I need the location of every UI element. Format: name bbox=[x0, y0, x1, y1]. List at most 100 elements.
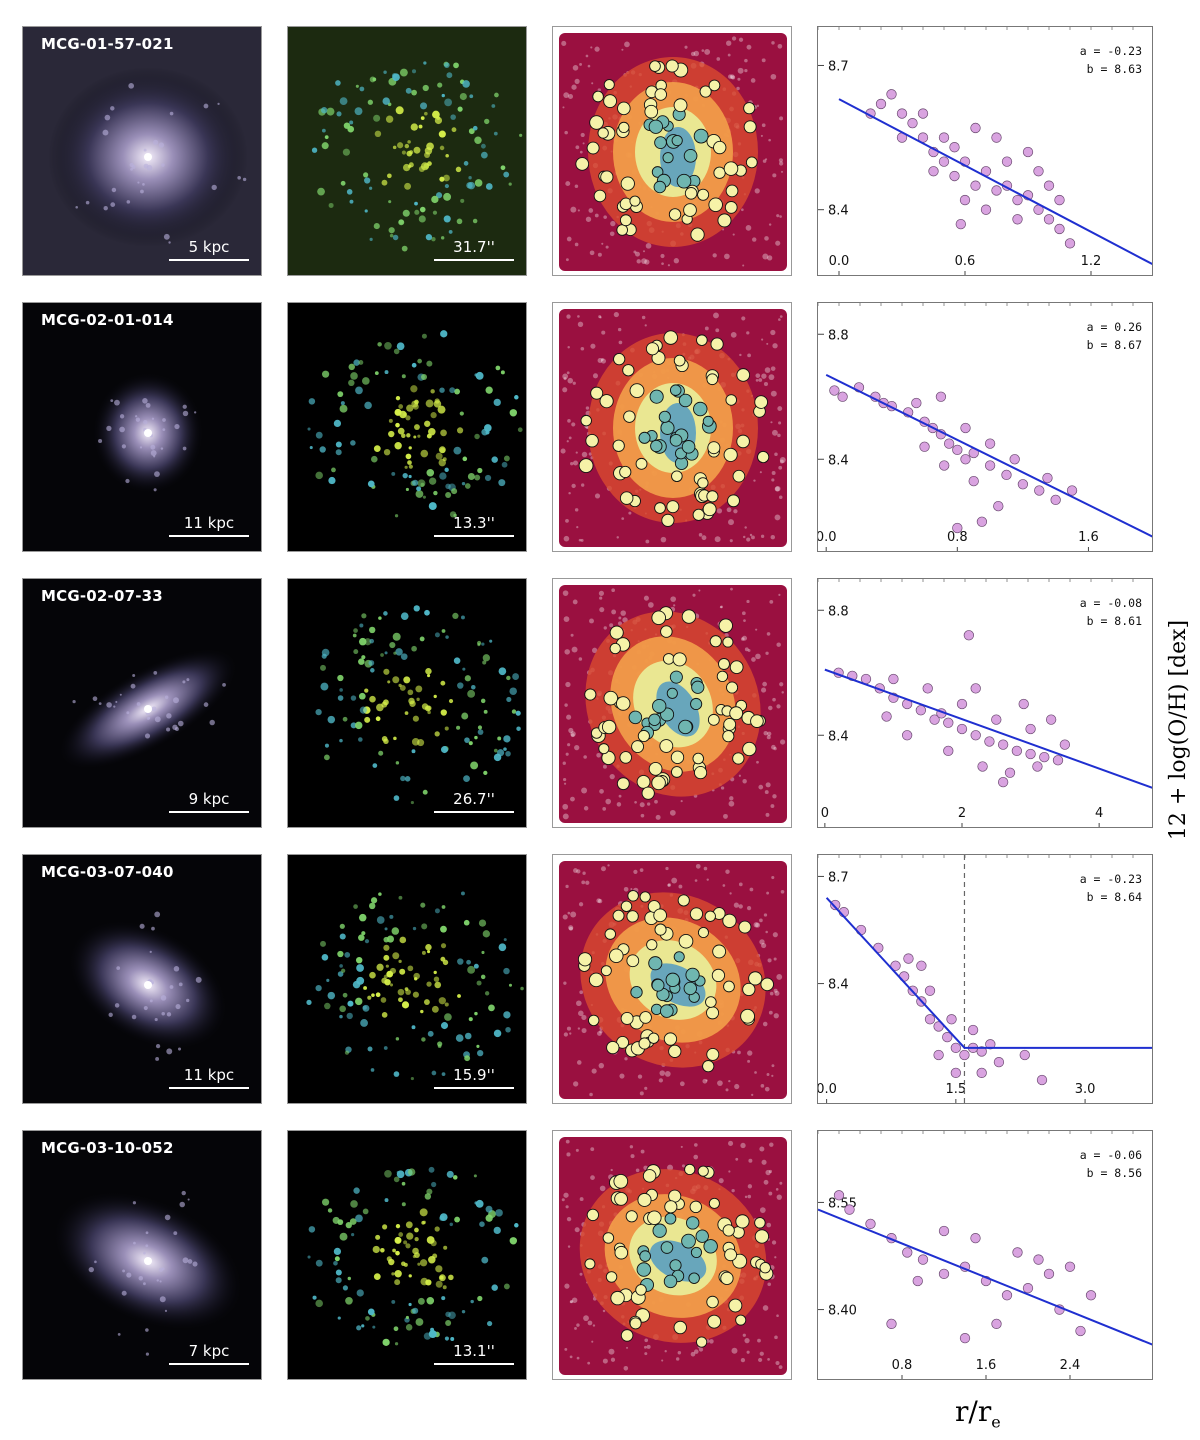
figure-row: MCG-01-57-021 5 kpc 31.7'' 0.0 0.6 1.2 8.7 8.4 a… bbox=[0, 26, 1200, 278]
hii-region-point bbox=[1022, 1282, 1034, 1294]
emission-line-image bbox=[288, 303, 526, 551]
hii-region-segmentation-map bbox=[559, 861, 787, 1099]
scale-bar-kpc: 11 kpc bbox=[169, 1066, 249, 1089]
hii-region-point bbox=[952, 522, 963, 534]
hii-region-map-panel bbox=[552, 578, 792, 828]
hii-region-point bbox=[977, 761, 988, 772]
hii-region-point bbox=[1066, 485, 1078, 496]
hii-region-point bbox=[917, 108, 929, 119]
hii-region-point bbox=[976, 516, 988, 527]
hii-region-point bbox=[950, 1042, 961, 1054]
hii-region-point bbox=[980, 204, 992, 215]
hii-region-point bbox=[991, 1318, 1002, 1330]
hii-region-point bbox=[1054, 223, 1065, 235]
hii-region-point bbox=[949, 170, 960, 182]
rgb-image-panel: MCG-01-57-021 5 kpc bbox=[22, 26, 262, 276]
hii-region-point bbox=[959, 1332, 971, 1344]
hii-region-point bbox=[886, 89, 897, 100]
galaxy-name: MCG-03-10-052 bbox=[41, 1139, 174, 1157]
hii-region-point bbox=[1032, 761, 1043, 772]
hii-region-point bbox=[935, 391, 947, 402]
gradient-fit-line bbox=[825, 373, 1152, 538]
hii-region-point bbox=[1085, 1290, 1097, 1301]
hii-region-point bbox=[1012, 214, 1023, 225]
hii-region-point bbox=[1012, 194, 1023, 206]
hii-region-point bbox=[984, 460, 996, 471]
hii-region-point bbox=[946, 1014, 957, 1025]
hii-region-point bbox=[1033, 1254, 1044, 1265]
hii-region-point bbox=[970, 683, 981, 694]
y-axis-label: 12 + log(O/H) [dex] bbox=[1160, 580, 1200, 880]
hii-region-point bbox=[837, 391, 848, 402]
metallicity-gradient-chart: 0.0 0.8 1.6 8.8 8.4 a = 0.26 b = 8.67 bbox=[817, 302, 1153, 552]
hii-region-point bbox=[1043, 1268, 1055, 1280]
galaxy-rgb-image bbox=[23, 27, 261, 275]
x-tick-label: 0 bbox=[821, 806, 829, 821]
hii-region-point bbox=[903, 953, 914, 964]
hii-region-point bbox=[1064, 1261, 1076, 1272]
hii-region-point bbox=[881, 711, 892, 722]
hii-region-point bbox=[912, 1275, 923, 1287]
hii-region-point bbox=[970, 122, 981, 134]
hii-region-point bbox=[911, 397, 922, 409]
galaxy-name: MCG-01-57-021 bbox=[41, 35, 174, 53]
intercept-annotation: b = 8.56 bbox=[1087, 1166, 1142, 1180]
galaxy-rgb-image bbox=[23, 303, 261, 551]
y-tick-label: 8.40 bbox=[828, 1304, 857, 1319]
hii-region-point bbox=[938, 156, 950, 167]
x-tick-label: 0.6 bbox=[955, 254, 976, 269]
y-tick-label: 8.8 bbox=[828, 604, 849, 619]
hii-region-point bbox=[902, 1247, 913, 1258]
hii-region-point bbox=[1022, 146, 1034, 158]
hii-region-point bbox=[1064, 238, 1076, 249]
hii-region-point bbox=[970, 730, 981, 741]
hii-region-map-panel bbox=[552, 302, 792, 552]
y-tick-label: 8.7 bbox=[828, 870, 849, 885]
hii-region-point bbox=[833, 1190, 845, 1201]
hii-region-point bbox=[943, 717, 954, 728]
hii-region-point bbox=[976, 1046, 987, 1057]
metallicity-gradient-chart: 0 2 4 8.8 8.4 a = -0.08 b = 8.61 bbox=[817, 578, 1153, 828]
galaxy-name: MCG-03-07-040 bbox=[41, 863, 174, 881]
x-tick-label: 1.2 bbox=[1081, 254, 1102, 269]
gradient-fit-line bbox=[818, 1208, 1152, 1346]
hii-region-point bbox=[901, 730, 913, 741]
hii-region-point bbox=[844, 1204, 855, 1215]
hii-region-point bbox=[1052, 755, 1064, 766]
hii-region-point bbox=[1043, 214, 1055, 225]
hii-region-point bbox=[970, 180, 981, 191]
slope-annotation: a = 0.26 bbox=[1087, 320, 1142, 334]
hii-region-point bbox=[1012, 1247, 1023, 1258]
hii-region-point bbox=[942, 1031, 953, 1043]
y-tick-label: 8.4 bbox=[828, 978, 849, 993]
x-tick-label: 1.6 bbox=[1078, 530, 1099, 545]
hii-region-point bbox=[1001, 156, 1013, 167]
figure-row: MCG-03-07-040 11 kpc 15.9'' 0.0 1.5 3.0 8.7 8.4… bbox=[0, 854, 1200, 1106]
hii-region-point bbox=[907, 118, 918, 129]
hii-region-point bbox=[1009, 454, 1020, 465]
hii-region-point bbox=[915, 705, 927, 716]
hii-region-point bbox=[1025, 748, 1036, 760]
hii-region-point bbox=[928, 166, 939, 177]
figure-row: MCG-02-07-33 9 kpc 26.7'' 0 2 4 8.8 8.4 a = -0.0… bbox=[0, 578, 1200, 830]
hii-region-point bbox=[1025, 723, 1036, 735]
scale-bar-arcsec: 31.7'' bbox=[434, 238, 514, 261]
intercept-annotation: b = 8.67 bbox=[1087, 338, 1142, 352]
x-tick-label: 2.4 bbox=[1060, 1358, 1081, 1373]
hii-region-point bbox=[960, 454, 971, 465]
figure-row: MCG-03-10-052 7 kpc 13.1'' 0.8 1.6 2.4 8.55 8.4… bbox=[0, 1130, 1200, 1382]
y-tick-label: 8.4 bbox=[828, 453, 849, 468]
scale-bar-kpc: 11 kpc bbox=[169, 514, 249, 537]
hii-region-point bbox=[938, 1225, 950, 1237]
x-tick-label: 1.5 bbox=[946, 1082, 967, 1097]
hii-region-point bbox=[924, 1014, 936, 1025]
hii-region-point bbox=[960, 422, 971, 434]
x-tick-label: 0.8 bbox=[947, 530, 968, 545]
x-tick-label: 4 bbox=[1095, 806, 1103, 821]
hii-region-map-panel bbox=[552, 1130, 792, 1380]
hii-region-point bbox=[1075, 1325, 1086, 1337]
hii-region-point bbox=[1039, 751, 1050, 763]
hii-region-point bbox=[830, 899, 841, 911]
x-axis-label: r/re bbox=[955, 1395, 1001, 1432]
intercept-annotation: b = 8.63 bbox=[1087, 62, 1142, 76]
